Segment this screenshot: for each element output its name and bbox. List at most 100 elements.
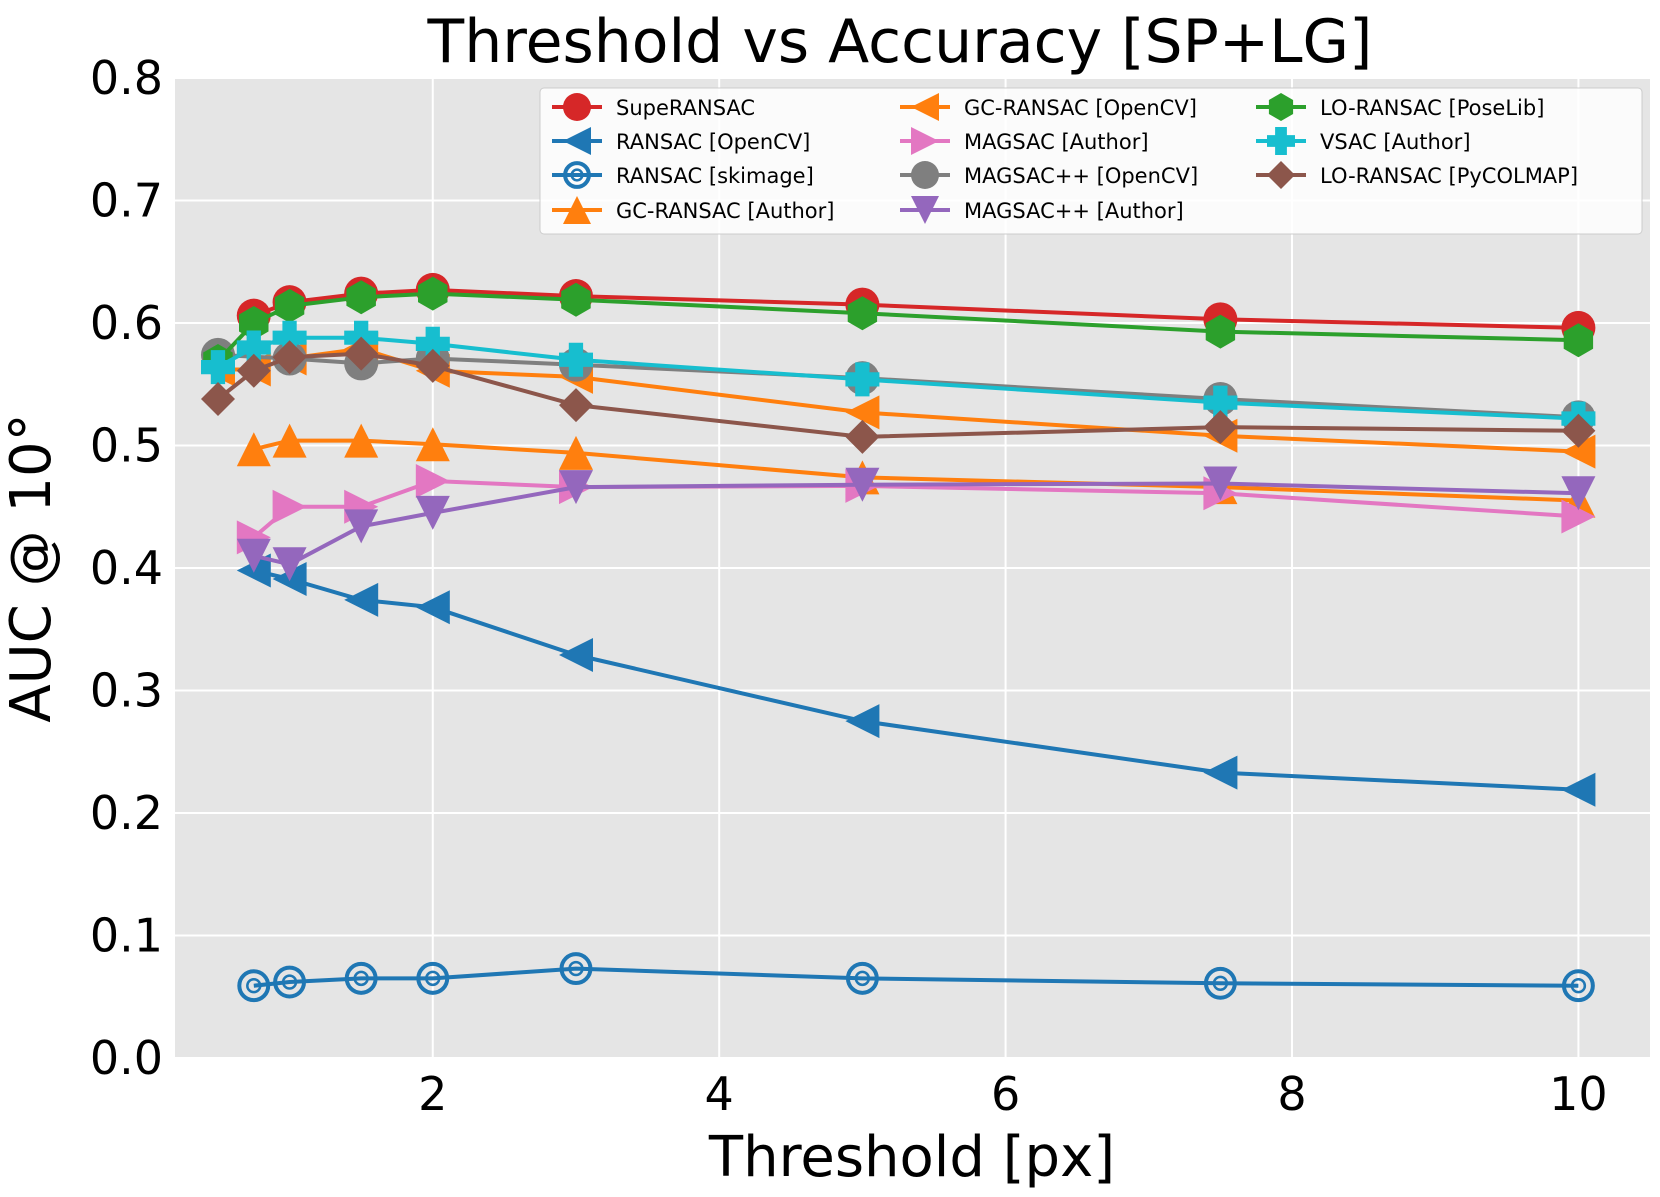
x-tick-label: 10 <box>1549 1067 1608 1121</box>
marker-inner-ring <box>570 168 584 182</box>
legend-label: MAGSAC++ [Author] <box>964 199 1184 223</box>
legend-item-lo-ransac-pycolmap: LO-RANSAC [PyCOLMAP] <box>1256 161 1578 189</box>
marker-ring <box>845 961 879 995</box>
marker-ring <box>344 961 378 995</box>
marker-inner-ring <box>425 970 441 987</box>
legend-label: RANSAC [skimage] <box>616 164 814 188</box>
data-point-vsac-author <box>415 326 450 361</box>
data-point-ransac-skimage <box>273 965 307 999</box>
legend-label: VSAC [Author] <box>1320 130 1471 154</box>
data-point-ransac-opencv <box>1203 755 1238 790</box>
data-point-lo-ransac-poselib <box>346 280 376 315</box>
data-point-magsac-author <box>1561 476 1596 511</box>
legend-marker <box>563 161 591 189</box>
data-point-lo-ransac-poselib <box>1563 323 1594 358</box>
data-point-gc-ransac-author <box>344 423 379 458</box>
data-point-ransac-skimage <box>416 961 450 995</box>
marker-ring <box>559 952 593 986</box>
data-point-vsac-author <box>201 350 235 385</box>
data-point-magsac-author <box>272 489 307 524</box>
legend-label: SupeRANSAC <box>616 96 755 120</box>
data-point-vsac-author <box>559 342 593 377</box>
data-point-lo-ransac-poselib <box>1205 314 1236 349</box>
marker-inner-ring <box>1212 975 1229 991</box>
chart-title: Threshold vs Accuracy [SP+LG] <box>427 7 1373 77</box>
marker-inner-ring <box>353 970 369 987</box>
data-point-gc-ransac-opencv <box>845 395 880 430</box>
series-lo-ransac-poselib <box>203 276 1594 378</box>
data-point-ransac-opencv <box>845 704 880 739</box>
marker-ring <box>416 961 450 995</box>
legend: SupeRANSAC RANSAC [OpenCV] RANSAC [skimage… <box>539 87 1643 235</box>
legend-item-magsac-author: MAGSAC++ [Author] <box>900 196 1184 224</box>
y-axis-title: AUC @ 10° <box>0 413 64 722</box>
data-point-lo-ransac-pycolmap <box>236 353 271 388</box>
data-point-lo-ransac-pycolmap <box>344 336 379 371</box>
series-layer <box>200 272 1596 1003</box>
marker-ring <box>563 161 591 189</box>
legend-item-superansac: SupeRANSAC <box>552 93 755 121</box>
data-point-gc-ransac-author <box>559 435 593 470</box>
data-point-lo-ransac-poselib <box>274 288 305 323</box>
series-magsac-author <box>236 466 1596 582</box>
data-point-magsac-author <box>845 467 880 502</box>
y-tick-label: 0.1 <box>90 909 163 963</box>
data-point-magsac-author <box>272 547 307 582</box>
y-tick-label: 0.3 <box>90 664 163 718</box>
legend-label: LO-RANSAC [PyCOLMAP] <box>1320 164 1578 188</box>
marker-inner-ring <box>854 970 871 987</box>
legend-label: MAGSAC [Author] <box>964 130 1149 154</box>
data-point-magsac-author <box>415 495 450 530</box>
data-point-lo-ransac-poselib <box>561 282 591 317</box>
data-point-vsac-author <box>236 330 271 365</box>
series-line-ransac-skimage <box>253 966 1579 988</box>
data-point-lo-ransac-pycolmap <box>1561 413 1596 448</box>
data-point-gc-ransac-author <box>415 427 450 462</box>
marker-ring <box>237 969 271 1003</box>
data-point-lo-ransac-pycolmap <box>845 419 880 454</box>
legend-frame <box>539 87 1643 235</box>
data-point-magsac-author <box>559 470 593 505</box>
data-point-ransac-skimage <box>845 961 879 995</box>
data-point-lo-ransac-pycolmap <box>272 340 307 375</box>
legend-item-ransac-skimage: RANSAC [skimage] <box>552 161 814 189</box>
marker-ring <box>1561 969 1595 1003</box>
y-tick-label: 0.6 <box>90 296 163 350</box>
marker-inner-ring <box>1570 978 1587 994</box>
data-point-vsac-author <box>272 320 307 355</box>
legend-item-gc-ransac-opencv: GC-RANSAC [OpenCV] <box>900 93 1197 121</box>
marker-ring <box>1203 966 1237 1000</box>
data-point-lo-ransac-pycolmap <box>415 348 450 383</box>
legend-marker <box>1267 127 1295 155</box>
x-axis-ticks: 2 4 6 8 10 <box>418 1067 1608 1121</box>
data-point-ransac-opencv <box>344 582 379 617</box>
x-tick-label: 8 <box>1277 1067 1306 1121</box>
data-point-ransac-opencv <box>415 590 450 625</box>
data-point-gc-ransac-author <box>272 423 307 458</box>
series-line-magsac-author <box>253 481 1579 567</box>
legend-marker <box>911 93 939 121</box>
legend-label: MAGSAC++ [OpenCV] <box>964 164 1198 188</box>
data-point-magsac-author <box>1561 499 1596 534</box>
data-point-gc-ransac-author <box>236 432 271 467</box>
legend-label: LO-RANSAC [PoseLib] <box>1320 96 1544 120</box>
data-point-ransac-skimage <box>237 969 271 1003</box>
data-point-ransac-skimage <box>559 952 593 986</box>
y-tick-label: 0.5 <box>90 419 163 473</box>
legend-marker <box>911 127 939 155</box>
data-point-ransac-skimage <box>1203 966 1237 1000</box>
x-axis-title: Threshold [px] <box>708 1125 1115 1190</box>
legend-marker <box>563 196 591 224</box>
marker-ring <box>273 965 307 999</box>
data-point-gc-ransac-opencv <box>1561 434 1596 469</box>
data-point-lo-ransac-poselib <box>239 306 269 340</box>
data-point-lo-ransac-pycolmap <box>559 388 593 423</box>
x-tick-label: 2 <box>418 1067 447 1121</box>
data-point-ransac-opencv <box>1561 772 1596 807</box>
legend-item-ransac-opencv: RANSAC [OpenCV] <box>552 127 810 155</box>
legend-marker <box>911 161 939 189</box>
y-axis-ticks: 0.0 0.1 0.2 0.3 0.4 0.5 0.6 0.7 0.8 <box>90 51 163 1085</box>
data-point-magsac-author <box>1203 466 1238 501</box>
series-ransac-skimage <box>237 952 1595 1003</box>
